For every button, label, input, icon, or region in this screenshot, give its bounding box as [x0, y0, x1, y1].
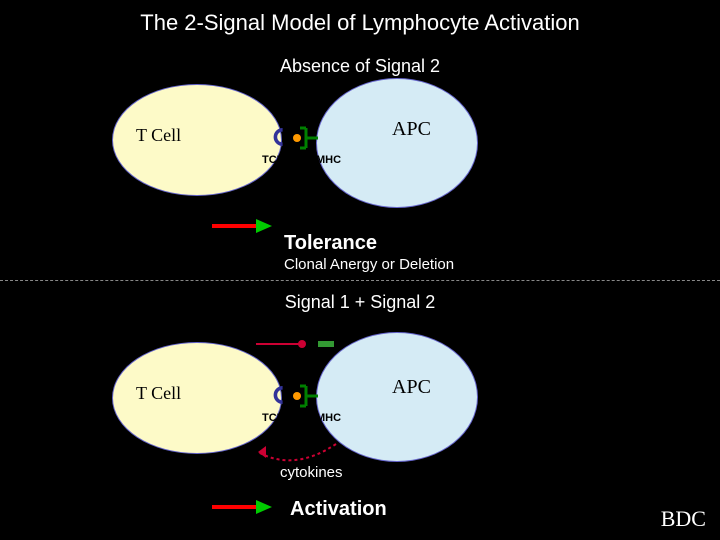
outcome-tolerance-sub: Clonal Anergy or Deletion: [284, 256, 454, 273]
apc-1-label: APC: [392, 118, 431, 141]
peptide-2: [293, 392, 301, 400]
tcell-1-label: T Cell: [136, 125, 181, 146]
mhc-label-2: MHC: [316, 412, 341, 424]
panel-divider: [0, 280, 720, 281]
cd28-connector: [252, 336, 322, 352]
page-title: The 2-Signal Model of Lymphocyte Activat…: [0, 10, 720, 36]
apc-1: [316, 78, 478, 208]
tcr-receptor-1: [270, 128, 288, 146]
cd28-label: CD 28: [252, 321, 283, 333]
panel2-subtitle: Signal 1 + Signal 2: [0, 292, 720, 313]
panel1-subtitle: Absence of Signal 2: [0, 56, 720, 77]
peptide-1: [293, 134, 301, 142]
apc-2-label: APC: [392, 376, 431, 399]
arrow-activation: [210, 498, 274, 516]
mhc-1: [300, 126, 320, 150]
tcr-label-1: TCR: [262, 154, 285, 166]
outcome-activation: Activation: [290, 498, 387, 521]
arrow-tolerance: [210, 217, 274, 235]
mhc-label-1: MHC: [316, 154, 341, 166]
tcr-label-2: TCR: [262, 412, 285, 424]
tcr-receptor-2: [270, 386, 288, 404]
cytokines-label: cytokines: [280, 464, 343, 481]
tcell-2-label: T Cell: [136, 383, 181, 404]
outcome-tolerance: Tolerance: [284, 232, 377, 255]
b7-connector: [318, 336, 338, 352]
footer-bdc: BDC: [661, 506, 706, 532]
mhc-2: [300, 384, 320, 408]
